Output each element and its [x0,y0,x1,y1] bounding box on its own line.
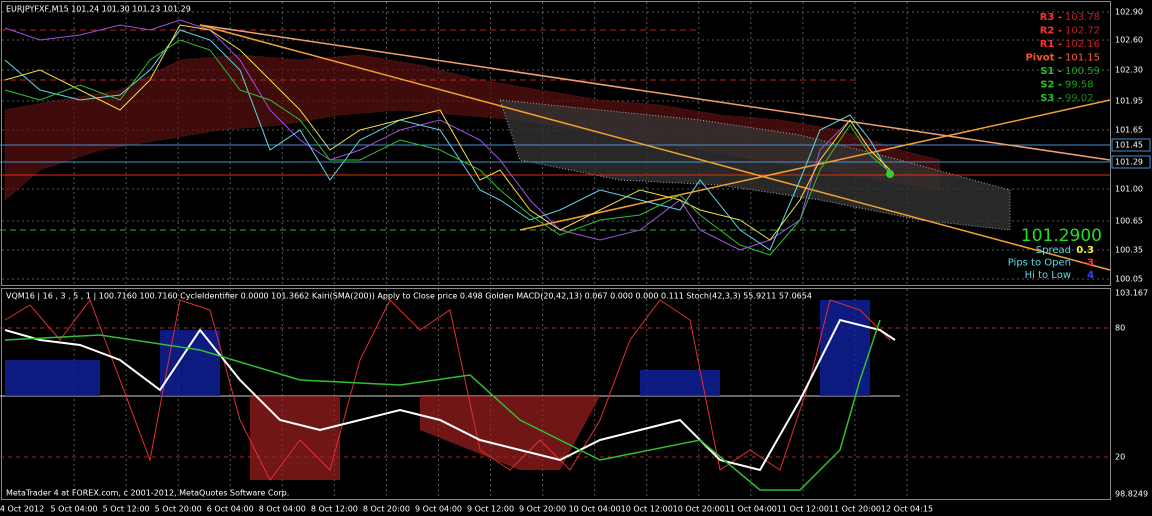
trend-line [199,24,1111,271]
pivot-value: 99.02 [1065,93,1094,104]
indicator-drawing [0,298,1110,491]
info-label: Spread [1036,245,1071,256]
cloud [4,54,941,202]
indicator-line [4,298,891,481]
time-label: 11 Oct 12:00 [777,505,829,514]
info-label: Pips to Open [1008,258,1071,269]
trend-line [519,99,1111,231]
indicator-axis: 103.167 80 20 98.8249 [1115,289,1148,499]
indicator-axis-label: 98.8249 [1115,490,1148,499]
time-label: 12 Oct 04:15 [881,505,933,514]
price-drawing [0,19,1111,271]
symbol-header: EURJPYFXF,M15 101.24 101.30 101.23 101.2… [6,5,191,14]
time-label: 9 Oct 20:00 [519,505,566,514]
cloud-white [499,99,1011,231]
price-label: 102.90 [1115,8,1143,17]
indicator-axis-label: 103.167 [1115,289,1148,298]
time-label: 6 Oct 04:00 [207,505,254,514]
pivot-label: R1 - [1040,39,1062,50]
price-label: 101.65 [1115,126,1143,135]
indicator-line [4,318,896,472]
time-label: 10 Oct 20:00 [673,505,725,514]
time-label: 10 Oct 04:00 [569,505,621,514]
indicator-axis-label: 20 [1115,453,1125,462]
pivot-label: S3 - [1040,93,1062,104]
indicator-header: VQM16 | 16 , 3 , 5 , 1 | 100.7160 100.71… [6,292,812,301]
price-box [1111,155,1151,169]
price-label: 101.29 [1115,158,1143,167]
histogram-red [250,396,600,480]
time-axis: 4 Oct 2012 5 Oct 04:00 5 Oct 12:00 5 Oct 20… [0,505,933,514]
price-box [1111,138,1151,152]
time-label: 8 Oct 04:00 [259,505,306,514]
pivot-value: 102.72 [1065,26,1100,37]
price-line [4,39,891,256]
trend-line [199,24,1111,161]
time-label: 11 Oct 04:00 [725,505,777,514]
time-label: 8 Oct 12:00 [311,505,358,514]
time-label: 9 Oct 12:00 [467,505,514,514]
price-label: 101.45 [1115,141,1143,150]
time-label: 4 Oct 2012 [0,505,44,514]
pivot-value: 103.78 [1065,12,1100,23]
price-label: 102.30 [1115,66,1143,75]
price-label: 100.65 [1115,217,1143,226]
time-label: 9 Oct 04:00 [415,505,462,514]
info-value: 0.3 [1076,245,1094,256]
pivot-value: 99.58 [1065,80,1094,91]
price-label: 100.05 [1115,275,1143,284]
pivot-value: 102.16 [1065,39,1100,50]
time-label: 5 Oct 20:00 [155,505,202,514]
indicator-frame [1,288,1111,500]
main-frame [1,1,1111,286]
pivot-label: R3 - [1040,12,1062,23]
info-label: Hi to Low [1025,270,1071,281]
price-label: 101.00 [1115,185,1143,194]
footer: MetaTrader 4 at FOREX.com, c 2001-2012, … [6,489,289,498]
pivot-label: R2 - [1040,26,1062,37]
pivot-label: S1 - [1040,66,1062,77]
price-line [4,19,891,251]
histogram-blue [5,300,870,396]
info-value: 4 [1087,270,1094,281]
marker [886,170,894,178]
time-label: 5 Oct 12:00 [103,505,150,514]
time-label: 5 Oct 04:00 [51,505,98,514]
time-label: 11 Oct 20:00 [829,505,881,514]
pivot-label: S2 - [1040,80,1062,91]
indicator-line [4,319,881,491]
price-axis: 102.90 102.60 102.30 101.95 101.65 101.45 101.… [1111,8,1151,284]
time-label: 8 Oct 20:00 [363,505,410,514]
indicator-axis-label: 80 [1115,324,1125,333]
price-label: 101.95 [1115,97,1143,106]
pivot-label: Pivot - [1025,53,1062,64]
info-value: -3 [1083,258,1094,269]
price-label: 102.60 [1115,36,1143,45]
time-label: 10 Oct 12:00 [621,505,673,514]
price-line [4,24,891,241]
current-price: 101.2900 [1021,226,1102,246]
price-label: 100.35 [1115,246,1143,255]
pivot-value: 101.15 [1065,53,1100,64]
pivot-value: 100.59 [1065,66,1100,77]
